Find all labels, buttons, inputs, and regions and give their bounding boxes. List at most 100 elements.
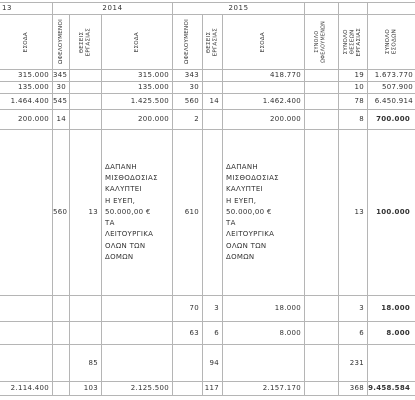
cell-theseis-2015: 14	[202, 93, 224, 110]
cell-theseis-2014: 85	[69, 344, 102, 382]
cell-theseis-2015: 6	[202, 321, 224, 345]
cell-empty	[52, 321, 70, 345]
cell-synolo-ofel	[304, 109, 340, 130]
total-synolo-esodon: 9.458.584	[367, 381, 415, 396]
table-row: 200.000 14 200.000 2 200.000 8 700.000	[0, 109, 415, 130]
cell-empty	[222, 344, 306, 382]
cell-esoda-2014: 200.000	[100, 109, 174, 130]
header-label: ΣΥΝΟΛΟ ΘΕΣΕΩΝ ΕΡΓΑΣΙΑΣ	[343, 27, 363, 57]
cell-synolo-theseon: 13	[338, 129, 369, 296]
cell-theseis-2014	[69, 69, 102, 82]
cell-synolo-ofel	[304, 93, 340, 110]
column-header-row: ΕΣΟΔΑ ΩΦΕΛΟΥΜΕΝΟΙ ΘΕΣΕΙΣ ΕΡΓΑΣΙΑΣ ΕΣΟΔΑ …	[0, 14, 415, 70]
header-ofeloumenoi-2015: ΩΦΕΛΟΥΜΕΝΟΙ	[172, 14, 204, 70]
cell-empty	[69, 295, 102, 322]
cell-synolo-esodon: 507.900	[367, 81, 415, 94]
header-ofeloumenoi-2014: ΩΦΕΛΟΥΜΕΝΟΙ	[52, 14, 70, 70]
cell-esoda-2015: 418.770	[222, 69, 306, 82]
cell-empty	[304, 129, 340, 296]
header-label: ΘΕΣΕΙΣ ΕΡΓΑΣΙΑΣ	[205, 27, 219, 57]
cell-synolo-theseon: 231	[338, 344, 369, 382]
cell-theseis-2014	[69, 93, 102, 110]
cell-empty	[304, 295, 340, 322]
cell-synolo-theseon: 6	[338, 321, 369, 345]
cell-esoda-2013: 315.000	[0, 69, 53, 82]
cell-synolo-ofel	[304, 81, 340, 94]
year-2015: 2015	[172, 2, 306, 15]
cell-theseis-2015: 94	[202, 344, 224, 382]
cell-empty	[100, 321, 174, 345]
cell-synolo-theseon: 10	[338, 81, 369, 94]
cell-esoda-2015: 18.000	[222, 295, 306, 322]
header-label: ΕΣΟΔΑ	[260, 31, 267, 53]
cell-empty	[0, 344, 53, 382]
cell-theseis-2014	[69, 109, 102, 130]
year-empty	[304, 2, 340, 15]
table-row: 1.464.400 545 1.425.500 560 14 1.462.400…	[0, 93, 415, 110]
cell-empty	[172, 381, 204, 396]
total-esoda-2014: 2.125.500	[100, 381, 174, 396]
header-esoda-2014: ΕΣΟΔΑ	[100, 14, 174, 70]
cell-empty	[0, 295, 53, 322]
cell-empty	[52, 295, 70, 322]
header-esoda-2013: ΕΣΟΔΑ	[0, 14, 53, 70]
header-esoda-2015: ΕΣΟΔΑ	[222, 14, 306, 70]
cell-empty	[69, 321, 102, 345]
cell-synolo-esodon: 100.000	[367, 129, 415, 296]
cell-synolo-theseon: 3	[338, 295, 369, 322]
table-row-tall: 560 13 ΔΑΠΑΝΗ ΜΙΣΘΟΔΟΣΙΑΣ ΚΑΛΥΠΤΕΙ Η ΕΥΕ…	[0, 129, 415, 296]
year-header-row: 13 2014 2015	[0, 2, 415, 15]
cell-empty	[0, 321, 53, 345]
cell-esoda-2013: 200.000	[0, 109, 53, 130]
header-theseis-2014: ΘΕΣΕΙΣ ΕΡΓΑΣΙΑΣ	[69, 14, 102, 70]
cell-empty	[0, 129, 53, 296]
cell-theseis-2015	[202, 81, 224, 94]
table-row: 85 94 231	[0, 344, 415, 382]
total-theseis-2014: 103	[69, 381, 102, 396]
header-label: ΣΥΝΟΛΟ ΕΣΟΔΩΝ	[385, 29, 399, 55]
cell-synolo-esodon: 8.000	[367, 321, 415, 345]
cell-ofel-2015: 610	[172, 129, 204, 296]
header-synolo-ofeloumenon: ΣΥΝΟΛΟ ΩΦΕΛΟΥΜΕΝΩΝ	[304, 14, 340, 70]
note-2015: ΔΑΠΑΝΗ ΜΙΣΘΟΔΟΣΙΑΣ ΚΑΛΥΠΤΕΙ Η ΕΥΕΠ, 50.0…	[222, 129, 306, 296]
cell-ofel-2014: 30	[52, 81, 70, 94]
cell-empty	[100, 295, 174, 322]
total-theseis-2015: 117	[202, 381, 224, 396]
cell-theseis-2015	[202, 69, 224, 82]
cell-empty	[304, 321, 340, 345]
table-row: 63 6 8.000 6 8.000	[0, 321, 415, 345]
cell-esoda-2013: 1.464.400	[0, 93, 53, 110]
cell-ofel-2015: 560	[172, 93, 204, 110]
table-row: 315.000 345 315.000 343 418.770 19 1.673…	[0, 69, 415, 82]
cell-synolo-theseon: 19	[338, 69, 369, 82]
cell-esoda-2014: 315.000	[100, 69, 174, 82]
cell-synolo-ofel	[304, 69, 340, 82]
cell-synolo-esodon: 1.673.770	[367, 69, 415, 82]
year-empty	[338, 2, 369, 15]
cell-theseis-2015	[202, 109, 224, 130]
cell-empty	[367, 344, 415, 382]
cell-synolo-esodon: 6.450.914	[367, 93, 415, 110]
cell-ofel-2014: 14	[52, 109, 70, 130]
cell-empty	[202, 129, 224, 296]
cell-ofel-2014: 345	[52, 69, 70, 82]
cell-empty	[304, 381, 340, 396]
header-synolo-esodon: ΣΥΝΟΛΟ ΕΣΟΔΩΝ	[367, 14, 415, 70]
cell-ofel-2015: 70	[172, 295, 204, 322]
header-label: ΘΕΣΕΙΣ ΕΡΓΑΣΙΑΣ	[78, 27, 92, 57]
cell-ofel-2014: 560	[52, 129, 70, 296]
cell-empty	[100, 344, 174, 382]
header-label: ΩΦΕΛΟΥΜΕΝΟΙ	[57, 19, 64, 65]
note-2014: ΔΑΠΑΝΗ ΜΙΣΘΟΔΟΣΙΑΣ ΚΑΛΥΠΤΕΙ Η ΕΥΕΠ, 50.0…	[100, 129, 174, 296]
cell-synolo-theseon: 8	[338, 109, 369, 130]
total-esoda-2015: 2.157.170	[222, 381, 306, 396]
cell-ofel-2015: 30	[172, 81, 204, 94]
total-synolo-theseon: 368	[338, 381, 369, 396]
cell-synolo-theseon: 78	[338, 93, 369, 110]
cell-esoda-2015: 1.462.400	[222, 93, 306, 110]
cell-empty	[304, 344, 340, 382]
header-synolo-theseon: ΣΥΝΟΛΟ ΘΕΣΕΩΝ ΕΡΓΑΣΙΑΣ	[338, 14, 369, 70]
cell-ofel-2015: 2	[172, 109, 204, 130]
